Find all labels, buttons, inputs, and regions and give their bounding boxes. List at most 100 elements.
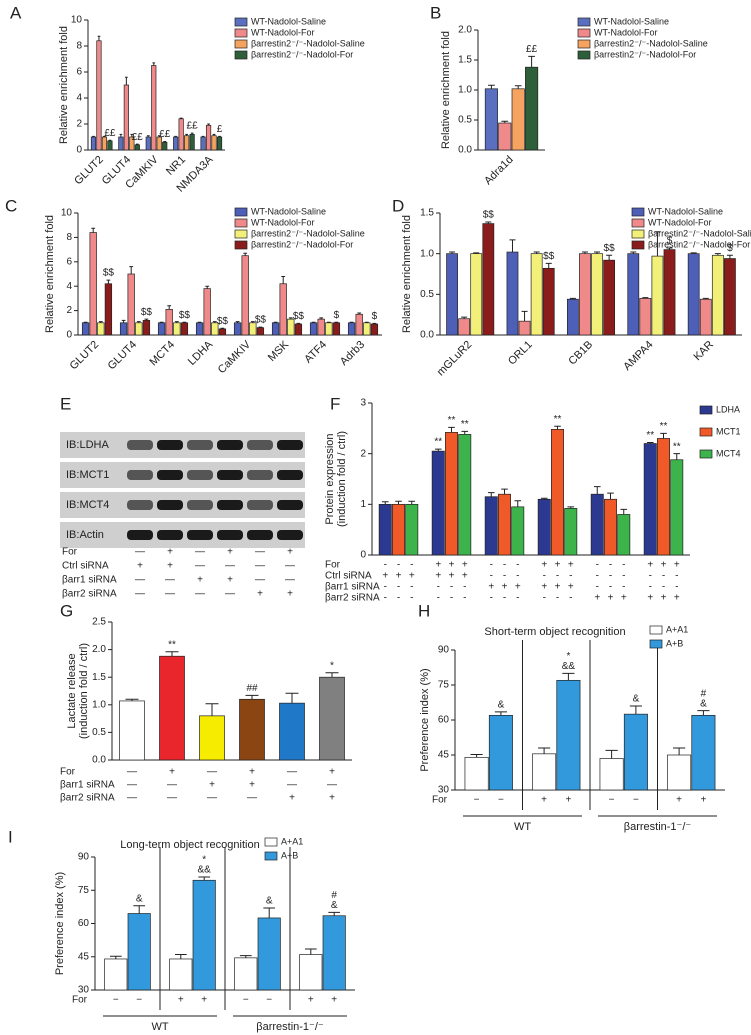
- bar: [711, 254, 724, 336]
- blot-band: [127, 530, 153, 540]
- legend-swatch: [631, 240, 645, 250]
- error-bar: [449, 251, 456, 254]
- condition-sign: -: [649, 571, 652, 582]
- x-tick-label: Adra1d: [482, 154, 516, 188]
- error-bar: [135, 143, 139, 145]
- error-bar: [130, 133, 134, 137]
- bar: [670, 459, 684, 556]
- condition-sign: +: [555, 560, 561, 571]
- bar: [617, 514, 631, 556]
- bar: [482, 223, 495, 336]
- error-bar: [163, 141, 167, 143]
- x-tick-label: KAR: [691, 339, 716, 364]
- condition-sign: -: [450, 593, 453, 604]
- significance: $$: [604, 243, 616, 254]
- condition-sign: —: [195, 561, 205, 572]
- blot-band: [187, 530, 213, 540]
- condition-sign: +: [661, 560, 667, 571]
- legend-label: WT-Nadolol-Saline: [594, 16, 669, 26]
- bar: [127, 913, 151, 991]
- bar: [591, 253, 603, 336]
- error-bar: [567, 506, 575, 509]
- bar: [392, 503, 405, 556]
- error-bar: [165, 651, 179, 657]
- error-bar: [108, 139, 112, 141]
- group-label: WT: [514, 821, 531, 833]
- bar: [200, 136, 206, 151]
- bar: [445, 432, 458, 556]
- bar: [498, 493, 511, 556]
- condition-label: βarr2 siRNA: [60, 793, 115, 804]
- bar: [216, 136, 223, 151]
- bar: [687, 253, 700, 336]
- significance: $$: [293, 311, 305, 322]
- condition-sign: +: [565, 795, 571, 806]
- y-tick-label: 4: [76, 93, 82, 104]
- error-bar: [167, 305, 172, 310]
- condition-sign: +: [435, 571, 441, 582]
- error-bar: [372, 322, 377, 325]
- significance: **: [448, 415, 456, 426]
- error-bar: [473, 252, 480, 254]
- bar: [271, 322, 280, 336]
- condition-sign: -: [516, 560, 519, 571]
- bar: [169, 958, 193, 991]
- bar: [579, 253, 591, 336]
- condition-sign: −: [243, 995, 249, 1006]
- condition-sign: +: [674, 560, 680, 571]
- y-tick-label: 1.0: [420, 248, 434, 259]
- significance: **: [660, 421, 668, 432]
- error-bar: [606, 254, 613, 261]
- x-tick-label: ORL1: [506, 339, 535, 368]
- error-bar: [174, 135, 178, 137]
- x-tick-label: MCT4: [148, 339, 178, 369]
- bar: [590, 493, 604, 556]
- bar: [104, 283, 113, 336]
- condition-sign: +: [329, 793, 335, 804]
- significance: **: [673, 441, 681, 452]
- bar: [724, 258, 736, 336]
- y-tick-label: 0.5: [92, 727, 106, 738]
- blot-band: [127, 470, 153, 480]
- error-bar: [121, 319, 126, 323]
- condition-sign: —: [167, 780, 177, 791]
- legend-label: βarrestin2⁻/⁻-Nadolol-For: [594, 49, 696, 59]
- bar: [355, 313, 363, 336]
- condition-sign: —: [255, 547, 265, 558]
- error-bar: [179, 117, 183, 119]
- bar: [537, 498, 551, 556]
- condition-sign: —: [225, 561, 235, 572]
- bar: [101, 136, 108, 151]
- significance: **: [434, 437, 442, 448]
- bar: [470, 253, 483, 336]
- error-bar: [174, 954, 187, 959]
- bar: [566, 298, 579, 336]
- error-bar: [620, 508, 628, 515]
- blot-band: [187, 500, 213, 510]
- error-bar: [201, 135, 205, 137]
- condition-sign: -: [516, 593, 519, 604]
- condition-sign: -: [662, 582, 665, 593]
- error-bar: [97, 35, 101, 41]
- bar: [317, 318, 325, 336]
- legend-swatch: [234, 229, 248, 239]
- bar: [431, 450, 445, 556]
- significance: *: [330, 660, 334, 671]
- bar: [173, 322, 181, 336]
- legend-label: WT-Nadolol-Saline: [251, 206, 326, 216]
- legend-label: A+A1: [666, 624, 688, 634]
- y-tick-label: 1.5: [420, 208, 434, 219]
- error-bar: [91, 227, 96, 233]
- error-bar: [514, 85, 522, 89]
- condition-sign: -: [397, 593, 400, 604]
- condition-sign: —: [255, 561, 265, 572]
- legend-label: βarrestin2⁻/⁻-Nadolol-For: [648, 239, 750, 249]
- y-tick-label: 0: [76, 145, 82, 156]
- blot-band: [247, 470, 273, 480]
- error-bar: [83, 321, 88, 323]
- bar: [378, 503, 392, 556]
- error-bar: [174, 321, 179, 323]
- error-bar: [119, 133, 123, 137]
- error-bar: [263, 907, 276, 918]
- significance: ££: [104, 128, 116, 139]
